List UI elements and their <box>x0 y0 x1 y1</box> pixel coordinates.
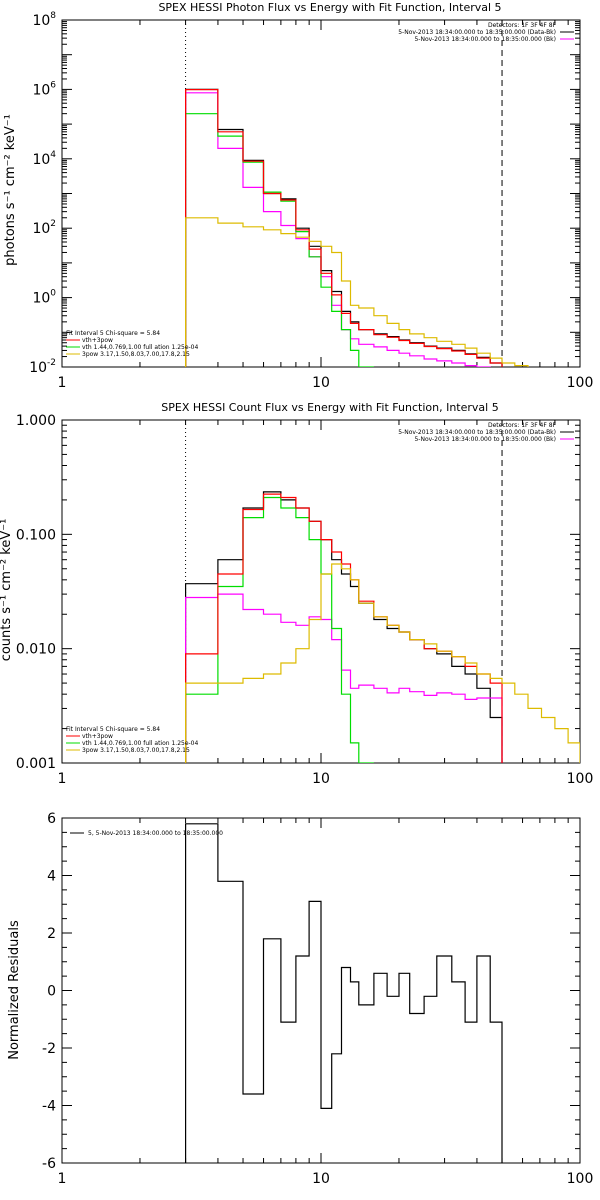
photon-flux-x-tick-label: 100 <box>567 375 594 391</box>
count-flux-legend-label: 5-Nov-2013 18:34:00.000 to 18:35:00.000 … <box>398 429 556 436</box>
count-flux-legend-label: 5-Nov-2013 18:34:00.000 to 18:35:00.000 … <box>414 436 556 443</box>
residuals-x-tick-label: 10 <box>312 1171 330 1187</box>
photon-flux-y-tick-label: 104 <box>32 150 56 168</box>
photon-flux-series-line <box>185 88 503 367</box>
count-flux-panel: SPEX HESSI Count Flux vs Energy with Fit… <box>0 401 593 787</box>
residuals-x-tick-label: 1 <box>58 1171 67 1187</box>
residuals-y-axis-label: Normalized Residuals <box>7 920 22 1060</box>
count-flux-legend-label: Detectors: 1F 3F 4F 8F <box>488 422 557 429</box>
photon-flux-y-tick-label: 10-2 <box>29 358 56 376</box>
photon-flux-legend-label: 5-Nov-2013 18:34:00.000 to 18:35:00.000 … <box>414 36 556 43</box>
count-flux-x-tick-label: 100 <box>567 771 594 787</box>
residuals-y-tick-label: -4 <box>42 1099 56 1115</box>
photon-flux-fit-legend-label: vth 1.44,0.769,1.00 full ation 1.25e-04 <box>82 344 198 351</box>
photon-flux-y-tick-label: 102 <box>32 219 56 237</box>
photon-flux-y-axis-label: photons s⁻¹ cm⁻² keV⁻¹ <box>3 114 18 266</box>
photon-flux-fit-legend-label: vth+3pow <box>82 337 113 344</box>
photon-flux-legend-label: 5-Nov-2013 18:34:00.000 to 18:35:00.000 … <box>398 29 556 36</box>
residuals-y-tick-label: 0 <box>47 984 56 1000</box>
count-flux-fit-legend-label: vth+3pow <box>82 733 113 740</box>
residuals-y-tick-label: 2 <box>47 926 56 942</box>
count-flux-y-tick-label: 0.001 <box>16 756 56 772</box>
photon-flux-x-tick-label: 1 <box>58 375 67 391</box>
photon-flux-y-tick-label: 108 <box>32 11 56 29</box>
count-flux-y-tick-label: 0.100 <box>16 527 56 543</box>
count-flux-title: SPEX HESSI Count Flux vs Energy with Fit… <box>161 401 498 414</box>
photon-flux-title: SPEX HESSI Photon Flux vs Energy with Fi… <box>158 1 501 14</box>
residuals-x-tick-label: 100 <box>567 1171 594 1187</box>
count-flux-y-tick-label: 0.010 <box>16 642 56 658</box>
photon-flux-panel: SPEX HESSI Photon Flux vs Energy with Fi… <box>3 1 593 391</box>
count-flux-fit-legend-label: 3pow 3.17,1.50,8.03,7.00,17.8,2.15 <box>82 747 190 754</box>
photon-flux-y-tick-label: 106 <box>32 80 56 98</box>
count-flux-series-line <box>185 491 503 763</box>
count-flux-y-tick-label: 1.000 <box>16 413 56 429</box>
count-flux-y-axis-label: counts s⁻¹ cm⁻² keV⁻¹ <box>0 519 14 662</box>
photon-flux-x-tick-label: 10 <box>312 375 330 391</box>
photon-flux-y-tick-label: 100 <box>32 289 56 307</box>
residuals-y-tick-label: -2 <box>42 1041 56 1057</box>
photon-flux-series-line <box>185 92 503 367</box>
residuals-series-line <box>185 823 503 1163</box>
residuals-legend-label: 5, 5-Nov-2013 18:34:00.000 to 18:35:00.0… <box>88 830 223 837</box>
photon-flux-fit-legend-label: Fit Interval 5 Chi-square = 5.84 <box>66 330 160 337</box>
count-flux-series-line <box>185 496 374 763</box>
count-flux-fit-legend-label: vth 1.44,0.769,1.00 full ation 1.25e-04 <box>82 740 198 747</box>
residuals-y-tick-label: 6 <box>47 811 56 827</box>
photon-flux-legend-label: Detectors: 1F 3F 4F 8F <box>488 22 557 29</box>
photon-flux-series-line <box>185 113 374 367</box>
count-flux-fit-legend-label: Fit Interval 5 Chi-square = 5.84 <box>66 726 160 733</box>
residuals-panel: Normalized Residuals 1 10 100 -6 -4 -2 0 2 4 6 5, … <box>7 811 593 1187</box>
count-flux-x-tick-label: 1 <box>58 771 67 787</box>
residuals-y-tick-label: -6 <box>42 1156 56 1172</box>
photon-flux-fit-legend-label: 3pow 3.17,1.50,8.03,7.00,17.8,2.15 <box>82 351 190 358</box>
count-flux-x-tick-label: 10 <box>312 771 330 787</box>
photon-flux-series-line <box>185 217 556 367</box>
count-flux-series-line <box>185 593 503 763</box>
photon-flux-series-line <box>185 89 503 367</box>
count-flux-series-line <box>185 563 580 763</box>
count-flux-series-line <box>185 493 503 763</box>
residuals-y-tick-label: 4 <box>47 869 56 885</box>
